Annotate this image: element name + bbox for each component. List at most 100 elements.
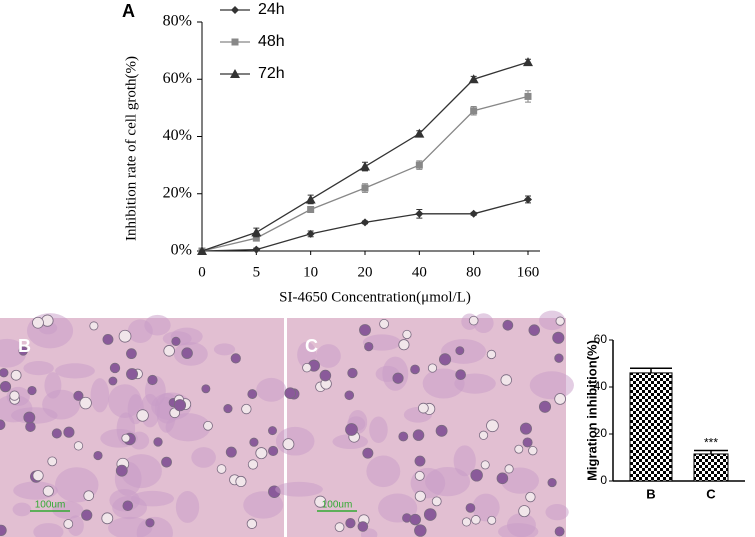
bar [693, 453, 729, 482]
pore [145, 518, 155, 528]
pore [427, 363, 438, 373]
pore [438, 353, 452, 366]
x-tick-label: 20 [358, 264, 373, 280]
pore [500, 374, 512, 386]
pore [302, 362, 312, 373]
pore [101, 512, 114, 525]
pore [362, 447, 374, 459]
cell-blob [33, 523, 64, 537]
pore [18, 346, 28, 356]
pore [83, 490, 95, 501]
x-axis-label: SI-4650 Concentration(μmol/L) [279, 289, 471, 305]
data-point [251, 227, 262, 237]
pore [63, 426, 75, 438]
cell-blob [127, 319, 153, 344]
pore [282, 438, 295, 451]
data-point [523, 57, 533, 67]
pore [255, 447, 268, 460]
pore [32, 470, 44, 482]
y-tick-label: 0 [600, 473, 607, 487]
legend-label: 48h [258, 33, 285, 50]
cell-blob [425, 466, 471, 497]
pore [93, 450, 103, 461]
pore [486, 419, 499, 433]
pore [392, 372, 404, 384]
pore [409, 513, 421, 526]
pore [470, 469, 483, 482]
x-tick-label: 40 [412, 264, 427, 280]
x-tick-label: 10 [303, 264, 318, 280]
cell-blob [472, 493, 500, 522]
pore [171, 336, 181, 346]
x-tick-label: B [646, 486, 655, 501]
pore [525, 491, 536, 503]
pore [486, 349, 497, 360]
pore [345, 518, 356, 529]
y-tick-label: 60 [594, 332, 608, 346]
pore [461, 517, 472, 527]
pore [554, 353, 564, 363]
pore [465, 503, 476, 513]
data-point [252, 245, 261, 254]
pore [379, 319, 390, 329]
data-point [361, 218, 369, 227]
pore [502, 319, 514, 331]
pore [246, 518, 258, 529]
cell-blob [52, 501, 84, 519]
pore [398, 339, 410, 351]
pore [32, 316, 44, 329]
x-tick-label: 80 [466, 264, 481, 280]
pore [122, 500, 134, 512]
significance: *** [704, 436, 718, 450]
pore [398, 431, 409, 442]
pore [344, 390, 355, 401]
pore [47, 456, 58, 467]
pore [235, 475, 247, 488]
pore [126, 368, 138, 380]
pore [480, 460, 490, 470]
pore [455, 369, 466, 381]
pore [423, 508, 437, 521]
legend-marker [231, 38, 239, 46]
pore [414, 524, 427, 537]
pore [319, 369, 332, 382]
pore [552, 331, 565, 344]
data-point [305, 194, 316, 204]
data-point [470, 107, 478, 115]
pore [345, 423, 358, 436]
panel-label: B [18, 336, 31, 356]
pore [118, 329, 132, 343]
pore [161, 456, 172, 468]
pore [109, 362, 121, 374]
cell-blob [23, 361, 54, 376]
pore [435, 424, 448, 437]
pore [268, 445, 279, 457]
cell-blob [529, 371, 574, 400]
pore [9, 390, 20, 401]
pore [414, 455, 426, 467]
pore [247, 459, 259, 470]
pore [487, 515, 497, 525]
cell-blob [366, 455, 401, 488]
pore [0, 419, 6, 431]
pore [225, 446, 237, 458]
data-point [360, 161, 370, 171]
data-point [197, 246, 207, 255]
x-tick-label: 0 [198, 264, 206, 280]
pore [81, 509, 93, 521]
cell-blob [120, 454, 162, 489]
legend-label: 72h [258, 65, 285, 82]
data-point [361, 184, 369, 192]
pore [554, 526, 565, 537]
pore [496, 472, 509, 485]
cell-blob [256, 377, 287, 402]
pore [25, 421, 36, 432]
pore [223, 404, 233, 414]
pore [89, 321, 99, 331]
pore [23, 411, 36, 424]
data-point [307, 205, 315, 213]
pore [63, 519, 74, 529]
data-point [415, 161, 423, 169]
panel-label: C [305, 336, 318, 356]
pore [10, 369, 22, 381]
